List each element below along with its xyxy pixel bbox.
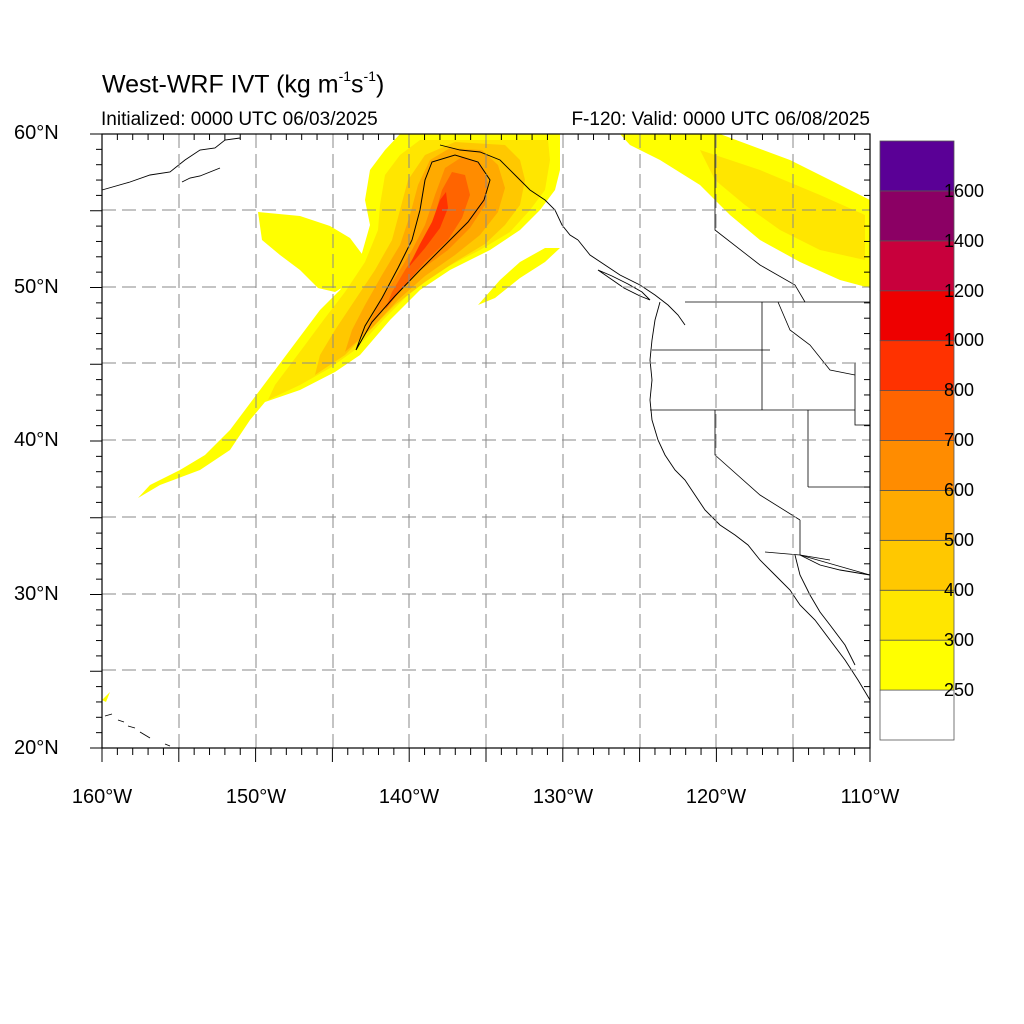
lon-label-150: 150°W	[225, 786, 287, 808]
lat-label-40: 40°N	[14, 429, 59, 451]
colorbar-swatch	[879, 589, 955, 641]
lon-label-160: 160°W	[71, 786, 133, 808]
colorbar-label-400: 400	[944, 580, 975, 600]
colorbar	[879, 140, 955, 741]
mexico-mainland-coast	[799, 554, 871, 576]
colorbar-swatch	[879, 290, 955, 342]
us-mexico-border	[764, 551, 831, 561]
colorbar-label-800: 800	[944, 380, 975, 400]
colorbar-label-1600: 1600	[944, 181, 985, 201]
baja-coast	[794, 554, 856, 666]
wy-border	[854, 363, 870, 426]
colorbar-swatch	[879, 140, 955, 192]
vancouver-island	[597, 269, 651, 301]
ivt-plume-800	[408, 192, 448, 268]
colorbar-label-1200: 1200	[944, 281, 985, 301]
colorbar-swatch	[879, 190, 955, 242]
figure-title: West-WRF IVT (kg m-1s-1)	[102, 68, 385, 99]
ivt-band-northeast-300	[700, 150, 865, 260]
colorbar-swatch	[879, 390, 955, 441]
colorbar-label-1000: 1000	[944, 330, 985, 350]
us-west-coast	[649, 301, 871, 701]
colorbar-label-600: 600	[944, 480, 975, 500]
hawaii-islands	[104, 713, 171, 747]
colorbar-swatch	[879, 440, 955, 491]
ivt-plume-west-lobe	[258, 212, 365, 292]
lat-label-50: 50°N	[14, 276, 59, 298]
ivt-contour	[355, 154, 491, 351]
lon-label-130: 130°W	[532, 786, 594, 808]
colorbar-label-300: 300	[944, 630, 975, 650]
alaska-coast	[101, 137, 241, 191]
lat-label-60: 60°N	[14, 122, 59, 144]
ivt-fragment-south	[102, 692, 110, 702]
colorbar-swatch	[879, 689, 955, 741]
tick-marks	[90, 133, 871, 762]
lon-label-110: 110°W	[840, 786, 900, 808]
colorbar-label-500: 500	[944, 530, 975, 550]
graticule	[102, 134, 870, 748]
lon-label-140: 140°W	[378, 786, 440, 808]
lon-label-120: 120°W	[685, 786, 747, 808]
colorbar-swatch	[879, 539, 955, 591]
colorbar-swatch	[879, 490, 955, 541]
initialized-time-label: Initialized: 0000 UTC 06/03/2025	[101, 109, 378, 130]
valid-time-label: F-120: Valid: 0000 UTC 06/08/2025	[571, 109, 870, 130]
aleutian-coast	[181, 167, 221, 183]
colorbar-label-700: 700	[944, 430, 975, 450]
colorbar-label-250: 250	[944, 680, 975, 700]
coastlines	[101, 137, 871, 747]
bc-alberta-border	[714, 134, 806, 303]
colorbar-swatch	[879, 639, 955, 691]
southeast-alaska-coast	[439, 144, 579, 241]
ivt-band-northeast	[620, 134, 870, 288]
lat-label-30: 30°N	[14, 583, 59, 605]
lat-label-20: 20°N	[14, 737, 59, 759]
ca-nv-border	[714, 410, 801, 521]
ivt-shading	[102, 134, 870, 702]
map-panel	[90, 133, 871, 762]
colorbar-swatch	[879, 340, 955, 391]
ivt-fragment-coast	[478, 248, 560, 305]
colorbar-label-1400: 1400	[944, 231, 985, 251]
colorbar-swatch	[879, 240, 955, 292]
id-mt-border	[777, 301, 856, 376]
